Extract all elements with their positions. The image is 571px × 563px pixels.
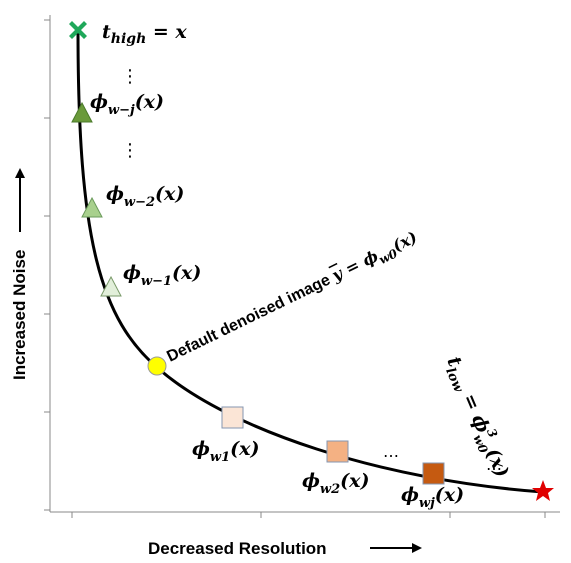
ellipsis-horizontal-1: … — [383, 442, 399, 461]
x-axis-arrow — [370, 543, 422, 553]
triangle-marker-dark — [71, 101, 93, 123]
label-phi-w-minus-1: ϕw−1(x) — [123, 262, 201, 289]
square-marker-3 — [422, 462, 445, 485]
y-axis-title: Increased Noise — [10, 250, 29, 380]
triangle-marker-light — [100, 275, 122, 297]
x-axis-title: Decreased Resolution — [148, 539, 327, 558]
label-phi-w-minus-j: ϕw−j(x) — [90, 91, 164, 118]
triangle-marker-mid — [81, 196, 103, 218]
label-t-low: tlow = ϕ3w0(x) — [439, 352, 516, 482]
label-t-high: thigh = x — [102, 21, 187, 47]
y-ticks — [44, 19, 50, 511]
square-marker-2 — [326, 440, 349, 463]
label-default-denoised: Default denoised image y = ϕw0(x) — [163, 227, 421, 369]
cross-marker — [69, 21, 87, 39]
label-phi-w-minus-2: ϕw−2(x) — [106, 183, 184, 210]
square-marker-1 — [221, 406, 244, 429]
label-phi-w1: ϕw1(x) — [192, 438, 259, 465]
ellipsis-horizontal-2: … — [486, 455, 502, 474]
ellipsis-vertical-1: ⋮ — [121, 66, 139, 87]
default-circle-marker — [147, 356, 167, 376]
label-phi-wj: ϕwj(x) — [401, 484, 464, 511]
ellipsis-vertical-2: ⋮ — [121, 140, 139, 161]
star-marker — [532, 480, 554, 501]
y-axis-arrow — [15, 168, 25, 232]
x-ticks — [71, 512, 546, 518]
label-phi-w2: ϕw2(x) — [302, 470, 369, 497]
